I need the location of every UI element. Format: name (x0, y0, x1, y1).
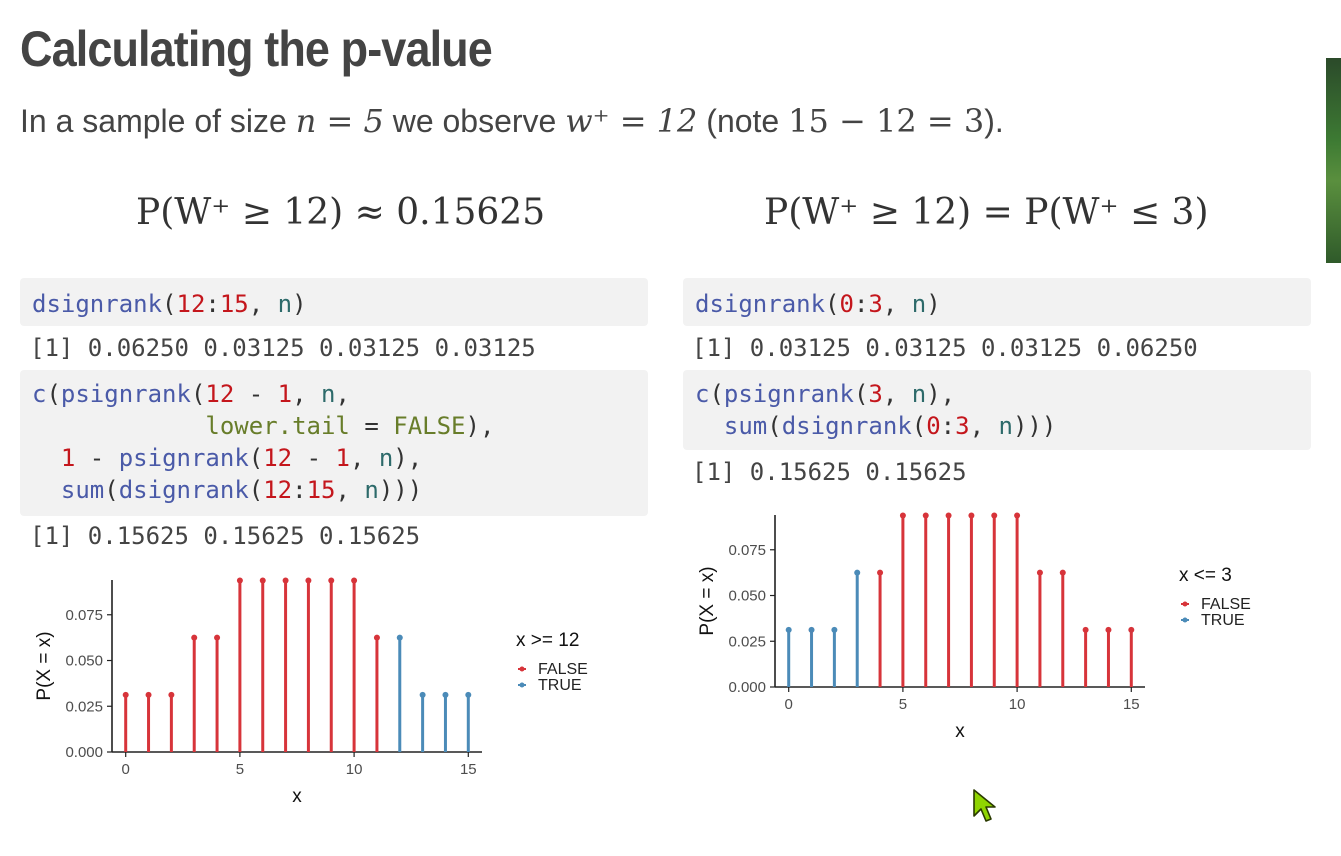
lollipop-point (785, 626, 792, 633)
chart-left: 0.000 0.025 0.050 0.075 0 5 10 15 x P(X = x) x >= … (34, 577, 588, 807)
output-left-1: [1] 0.06250 0.03125 0.03125 0.03125 (30, 334, 536, 362)
code-block-left-2[interactable]: c(psignrank(12 - 1, n, lower.tail = FALS… (20, 370, 648, 516)
x-tick-label: 0 (785, 696, 793, 713)
lollipop-point (922, 512, 929, 519)
subtitle-w-expr: w⁺ = 12 (565, 102, 698, 140)
code-block-right-1[interactable]: dsignrank(0:3, n) (683, 278, 1311, 326)
lollipop-point (1128, 626, 1135, 633)
x-axis-label: x (955, 721, 965, 742)
chart-right: 0.000 0.025 0.050 0.075 0 5 10 15 x P(X = x) x <= … (697, 512, 1251, 742)
legend-key-point (1182, 617, 1188, 623)
lollipop-point (1014, 512, 1021, 519)
x-tick-label: 15 (1123, 696, 1140, 713)
lollipop-point (968, 512, 975, 519)
x-tick-label: 10 (346, 761, 363, 778)
legend-key-point (519, 682, 525, 688)
lollipop-point (191, 634, 198, 641)
slide-subtitle: In a sample of size n = 5 we observe w⁺ … (20, 102, 1004, 140)
lollipop-point (1059, 569, 1066, 576)
lollipop-point (899, 512, 906, 519)
lollipop-point (831, 626, 838, 633)
code-block-left-1[interactable]: dsignrank(12:15, n) (20, 278, 648, 326)
lollipop-point (282, 577, 289, 584)
y-tick-label: 0.025 (65, 698, 103, 715)
lollipop-point (351, 577, 358, 584)
lollipop-point (1082, 626, 1089, 633)
lollipop-point (1105, 626, 1112, 633)
subtitle-note-close: ). (984, 103, 1004, 139)
x-tick-label: 10 (1009, 696, 1026, 713)
formula-left: P(W⁺ ≥ 12) ≈ 0.15625 (136, 192, 546, 233)
x-tick-label: 5 (899, 696, 907, 713)
y-axis-label: P(X = x) (697, 566, 718, 635)
mouse-cursor-icon (973, 789, 996, 822)
lollipop-point (465, 691, 472, 698)
code-line: dsignrank(12:15, n) (32, 290, 307, 318)
lollipop-point (122, 691, 129, 698)
lollipop-point (808, 626, 815, 633)
lollipop-point (259, 577, 266, 584)
x-tick-label: 0 (122, 761, 130, 778)
lollipop-point (214, 634, 221, 641)
x-tick-label: 15 (460, 761, 477, 778)
lollipop-point (1036, 569, 1043, 576)
lollipop-point (168, 691, 175, 698)
legend-key-point (1182, 601, 1188, 607)
subtitle-middle: we observe (383, 103, 566, 139)
y-tick-label: 0.000 (728, 679, 766, 696)
lollipop-point (145, 691, 152, 698)
x-axis-label: x (292, 786, 302, 807)
y-tick-label: 0.075 (728, 542, 766, 559)
y-tick-label: 0.075 (65, 607, 103, 624)
legend-key-point (519, 666, 525, 672)
legend-label: TRUE (538, 677, 582, 694)
y-tick-label: 0.025 (728, 633, 766, 650)
lollipop-point (877, 569, 884, 576)
code-block-right-2[interactable]: c(psignrank(3, n), sum(dsignrank(0:3, n)… (683, 370, 1311, 450)
subtitle-n-expr: n = 5 (295, 102, 384, 140)
legend-title: x <= 3 (1179, 565, 1232, 586)
subtitle-note-expr: 15 − 12 = 3 (788, 102, 985, 140)
lollipop-point (991, 512, 998, 519)
legend-label: TRUE (1201, 612, 1245, 629)
output-left-2: [1] 0.15625 0.15625 0.15625 (30, 522, 421, 550)
output-right-1: [1] 0.03125 0.03125 0.03125 0.06250 (692, 334, 1198, 362)
lollipop-point (373, 634, 380, 641)
legend-label: FALSE (1201, 596, 1251, 613)
lollipop-point (328, 577, 335, 584)
code-line: c(psignrank(3, n), (695, 380, 956, 408)
code-line: sum(dsignrank(12:15, n))) (60, 476, 423, 504)
formula-right: P(W⁺ ≥ 12) = P(W⁺ ≤ 3) (764, 192, 1209, 233)
y-tick-label: 0.050 (65, 653, 103, 670)
code-line: 1 - psignrank(12 - 1, n), (60, 444, 423, 472)
x-tick-label: 5 (236, 761, 244, 778)
lollipop-point (305, 577, 312, 584)
y-axis-label: P(X = x) (34, 631, 55, 700)
code-line: lower.tail = FALSE), (205, 412, 495, 440)
lollipop-point (396, 634, 403, 641)
y-tick-label: 0.000 (65, 744, 103, 761)
lollipop-point (442, 691, 449, 698)
code-line: c(psignrank(12 - 1, n, (32, 380, 350, 408)
lollipop-point (945, 512, 952, 519)
slide-title: Calculating the p-value (20, 21, 493, 77)
code-line: dsignrank(0:3, n) (695, 290, 941, 318)
code-line: sum(dsignrank(0:3, n))) (723, 412, 1057, 440)
output-right-2: [1] 0.15625 0.15625 (692, 458, 967, 486)
y-tick-label: 0.050 (728, 588, 766, 605)
lollipop-point (854, 569, 861, 576)
lollipop-point (236, 577, 243, 584)
legend-title: x >= 12 (516, 630, 579, 651)
webcam-thumbnail (1326, 58, 1341, 263)
subtitle-note-open: (note (697, 103, 789, 139)
lollipop-point (419, 691, 426, 698)
legend-label: FALSE (538, 661, 588, 678)
subtitle-prefix: In a sample of size (20, 103, 296, 139)
